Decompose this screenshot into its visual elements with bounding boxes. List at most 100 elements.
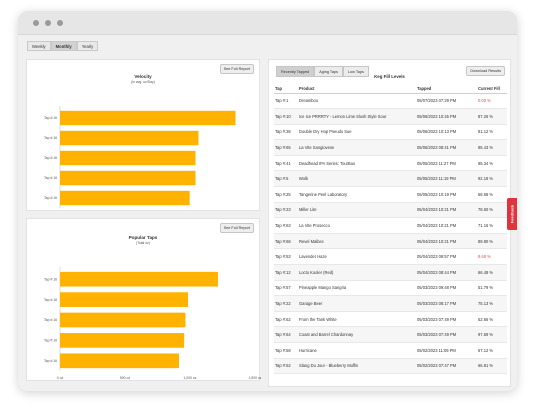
cell-product: Slang Du Jour - Blueberry Muffin — [298, 358, 416, 375]
popular-chart: Tap #:16 Tap #:16 Tap #:16 Tap #:16 Tap #:16… — [44, 267, 261, 380]
cell-tap: Tap #:1 — [274, 93, 298, 110]
cell-product: Tangerine Peel Laboratory — [298, 186, 416, 203]
table-row[interactable]: Tap #:64 Coast and Barrel Chardonnay 05/03… — [274, 326, 507, 343]
tab-aging-taps[interactable]: Aging Taps — [314, 66, 343, 77]
cell-tapped: 05/04/2023 10:21 PM — [416, 217, 477, 234]
cell-product: Hurricane — [298, 342, 416, 359]
cell-tapped: 05/03/2023 09:48 PM — [416, 280, 477, 297]
cell-product: From the Tank White — [298, 311, 416, 328]
cell-tapped: 05/07/2023 07:29 PM — [416, 93, 477, 110]
period-tabs: Weekly Monthly Yearly — [27, 41, 99, 51]
download-results-button[interactable]: Download Results — [466, 66, 505, 76]
table-row[interactable]: Tap #:58 Hurricane 05/02/2023 11:09 PM 67.1… — [274, 342, 507, 359]
velocity-bar[interactable] — [60, 130, 199, 146]
cell-tapped: 05/06/2023 08:41 PM — [416, 139, 477, 156]
column-header-tapped[interactable]: Tapped — [416, 84, 477, 94]
table-row[interactable]: Tap #:12 Locto Kooler (Red) 05/04/2023 08:… — [274, 264, 507, 281]
cell-tapped: 05/03/2023 07:49 PM — [416, 311, 477, 328]
cell-product: Lavender Haze — [298, 248, 416, 266]
cell-product: La Vite Prosecco — [298, 217, 416, 234]
cell-tapped: 05/05/2023 11:27 PM — [416, 155, 477, 172]
popular-x-tick-label: 0 oz — [57, 376, 64, 380]
cell-current-fill: 66.48 % — [477, 264, 507, 281]
table-row[interactable]: Tap #:53 Lavender Haze 05/04/2023 09:57 PM… — [274, 248, 507, 266]
velocity-bar[interactable] — [60, 150, 196, 166]
cell-tap: Tap #:23 — [274, 202, 298, 219]
cell-product: Revel Malbec — [298, 233, 416, 250]
popular-bar[interactable] — [60, 292, 189, 307]
cell-current-fill: 89.90 % — [477, 233, 507, 250]
popular-bar[interactable] — [60, 271, 218, 287]
feedback-label: Feedback — [509, 204, 515, 224]
window-titlebar — [18, 11, 517, 35]
tab-monthly[interactable]: Monthly — [50, 41, 77, 51]
velocity-bar[interactable] — [60, 190, 190, 206]
table-row[interactable]: Tap #:22 Garage Beer 05/03/2023 08:17 PM 75… — [274, 295, 507, 312]
cell-tap: Tap #:5 — [274, 170, 298, 188]
cell-current-fill: 95.43 % — [477, 139, 507, 156]
cell-tapped: 05/03/2023 08:17 PM — [416, 295, 477, 312]
cell-tap: Tap #:58 — [274, 342, 298, 359]
tab-low-taps[interactable]: Low Taps — [342, 66, 369, 77]
table-row[interactable]: Tap #:38 Double Dry Hop Pseudo Sue 05/06/2… — [274, 124, 507, 141]
cell-current-fill: 8.68 % — [477, 248, 507, 266]
cell-current-fill: 67.12 % — [477, 342, 507, 359]
column-header-current-fill[interactable]: Current Fill — [477, 84, 507, 94]
popular-title: Popular Taps — [128, 235, 158, 240]
table-row[interactable]: Tap #:23 Miller Lite 05/04/2023 10:21 PM 78… — [274, 202, 507, 219]
popular-x-tick-label: 1,500 oz — [248, 376, 261, 380]
popular-bar[interactable] — [60, 353, 179, 369]
keg-table: Tap Product Tapped Current Fill Tap #:1 D… — [274, 84, 507, 375]
table-row[interactable]: Tap #:5 Wolk 05/05/2023 11:19 PM 92.18 % — [274, 170, 507, 188]
popular-bar[interactable] — [60, 333, 185, 348]
table-row[interactable]: Tap #:57 Pineapple Mango Sangria 05/03/202… — [274, 280, 507, 297]
table-row[interactable]: Tap #:25 Tangerine Peel Laboratory 05/05/2… — [274, 186, 507, 203]
velocity-category-label: Tap #:16 — [44, 176, 57, 180]
table-row[interactable]: Tap #:62 From the Tank White 05/03/2023 07… — [274, 311, 507, 328]
cell-tapped: 05/04/2023 09:57 PM — [416, 248, 477, 266]
keg-tabs: Recently Tapped Aging Taps Low Taps — [276, 66, 369, 77]
popular-category-label: Tap #:16 — [44, 339, 57, 343]
feedback-button[interactable]: Feedback — [507, 198, 517, 230]
table-row[interactable]: Tap #:52 Slang Du Jour - Blueberry Muffin… — [274, 358, 507, 375]
cell-tapped: 05/03/2023 07:49 PM — [416, 326, 477, 343]
table-row[interactable]: Tap #:63 La Vite Prosecco 05/04/2023 10:21… — [274, 217, 507, 234]
cell-tapped: 05/02/2023 07:47 PM — [416, 358, 477, 375]
velocity-bar[interactable] — [60, 170, 196, 186]
tab-weekly[interactable]: Weekly — [27, 41, 51, 51]
popular-full-report-button[interactable]: See Full Report — [219, 223, 254, 233]
window-dot-icon[interactable] — [57, 20, 63, 26]
tab-yearly[interactable]: Yearly — [76, 41, 99, 51]
velocity-category-label: Tap #:16 — [44, 116, 57, 120]
table-header-row: Tap Product Tapped Current Fill — [274, 84, 507, 94]
window-dot-icon[interactable] — [45, 20, 51, 26]
cell-tap: Tap #:57 — [274, 280, 298, 297]
velocity-category-label: Tap #:16 — [44, 156, 57, 160]
cell-tap: Tap #:12 — [274, 264, 298, 281]
velocity-full-report-button[interactable]: See Full Report — [219, 64, 254, 74]
table-row[interactable]: Tap #:41 Deadhead IPA Series: TourBus 05/0… — [274, 155, 507, 172]
popular-bar[interactable] — [60, 312, 186, 328]
keg-table-body: Tap #:1 Dreamboo 05/07/2023 07:29 PM 0.00 %… — [274, 93, 507, 375]
column-header-product[interactable]: Product — [298, 84, 416, 94]
cell-tap: Tap #:63 — [274, 217, 298, 234]
velocity-card: See Full Report Velocity (in avg. oz/Day… — [26, 59, 260, 211]
cell-tap: Tap #:38 — [274, 124, 298, 141]
cell-tapped: 05/04/2023 10:21 PM — [416, 233, 477, 250]
cell-tap: Tap #:64 — [274, 326, 298, 343]
velocity-bar[interactable] — [60, 110, 236, 126]
column-header-tap[interactable]: Tap — [274, 84, 298, 94]
table-row[interactable]: Tap #:68 Revel Malbec 05/04/2023 10:21 PM 8… — [274, 233, 507, 250]
cell-tap: Tap #:22 — [274, 295, 298, 312]
tab-recently-tapped[interactable]: Recently Tapped — [276, 66, 315, 77]
table-row[interactable]: Tap #:65 La Vite Sangiovese 05/06/2023 08:… — [274, 139, 507, 156]
cell-tap: Tap #:25 — [274, 186, 298, 203]
window-dot-icon[interactable] — [33, 20, 39, 26]
cell-product: Double Dry Hop Pseudo Sue — [298, 124, 416, 141]
popular-x-tick-label: 1,000 oz — [183, 376, 196, 380]
popular-x-tick-label: 500 oz — [120, 376, 130, 380]
cell-current-fill: 51.79 % — [477, 280, 507, 297]
cell-product: Dreamboo — [298, 93, 416, 110]
table-row[interactable]: Tap #:10 Ice Ice PRRRTY - Lemon Lime Slus… — [274, 108, 507, 125]
table-row[interactable]: Tap #:1 Dreamboo 05/07/2023 07:29 PM 0.00 % — [274, 93, 507, 110]
